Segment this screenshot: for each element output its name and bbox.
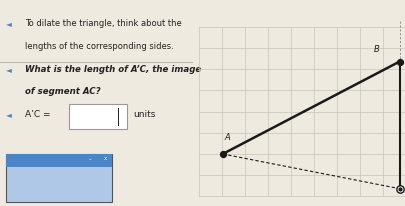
Text: ◄: ◄ bbox=[6, 19, 12, 28]
Text: lengths of the corresponding sides.: lengths of the corresponding sides. bbox=[25, 42, 173, 51]
Text: What is the length of A’C, the image: What is the length of A’C, the image bbox=[25, 65, 201, 74]
Text: units: units bbox=[133, 110, 155, 119]
Text: A: A bbox=[224, 133, 230, 142]
Text: x: x bbox=[104, 156, 107, 161]
Text: To dilate the triangle, think about the: To dilate the triangle, think about the bbox=[25, 19, 181, 28]
Point bbox=[219, 152, 225, 156]
Bar bbox=[6, 154, 112, 167]
Text: ◄: ◄ bbox=[6, 65, 12, 74]
Text: B: B bbox=[373, 45, 379, 54]
Text: A’C =: A’C = bbox=[25, 110, 51, 119]
Point bbox=[395, 60, 402, 63]
Bar bbox=[6, 154, 112, 202]
Text: of segment AC?: of segment AC? bbox=[25, 87, 100, 96]
Point bbox=[395, 187, 402, 190]
Point bbox=[395, 187, 402, 190]
Bar bbox=[69, 104, 127, 129]
Text: ◄: ◄ bbox=[6, 110, 12, 119]
Text: -: - bbox=[89, 156, 91, 162]
